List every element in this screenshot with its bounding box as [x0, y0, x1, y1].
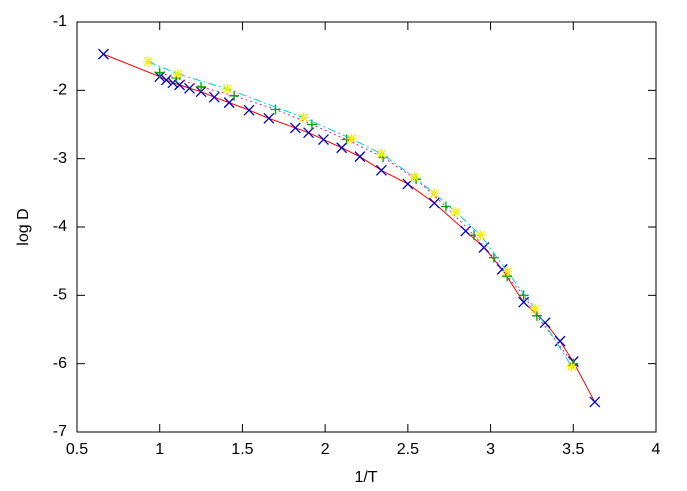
x-tick-label: 1.5	[231, 441, 253, 458]
data-point	[589, 396, 601, 408]
series-line	[159, 72, 574, 364]
data-point	[450, 206, 461, 217]
data-point	[143, 56, 154, 67]
y-tick-label: -1	[53, 13, 67, 30]
data-point	[223, 97, 235, 109]
y-tick-label: -5	[53, 287, 67, 304]
data-point	[346, 133, 357, 144]
data-point	[518, 290, 529, 301]
data-point	[429, 188, 440, 199]
data-point	[566, 361, 577, 372]
x-axis-label: 1/T	[354, 469, 377, 486]
data-point	[554, 335, 566, 347]
x-tick-label: 3	[486, 441, 495, 458]
data-point	[530, 304, 541, 314]
data-point	[154, 67, 165, 78]
x-tick-label: 4	[652, 441, 661, 458]
x-tick-label: 3.5	[562, 441, 584, 458]
y-axis-label: log D	[15, 208, 32, 245]
y-tick-label: -6	[53, 355, 67, 372]
data-point	[160, 74, 172, 86]
data-point	[229, 90, 240, 101]
data-point	[196, 81, 207, 92]
x-tick-label: 2	[321, 441, 330, 458]
data-point	[208, 91, 220, 103]
series-line	[147, 61, 573, 367]
data-point	[502, 266, 513, 277]
y-tick-label: -2	[53, 82, 67, 99]
data-point	[460, 225, 472, 237]
x-tick-label: 1	[155, 441, 164, 458]
y-tick-label: -4	[53, 218, 67, 235]
y-tick-label: -7	[53, 423, 67, 440]
data-point	[475, 230, 486, 241]
y-tick-label: -3	[53, 150, 67, 167]
data-point	[428, 197, 440, 209]
data-point	[289, 122, 301, 134]
data-point	[409, 172, 420, 183]
data-point	[172, 68, 183, 79]
data-point	[376, 148, 387, 159]
series-line	[103, 53, 596, 403]
data-point	[222, 83, 233, 94]
x-tick-label: 2.5	[397, 441, 419, 458]
data-point	[318, 134, 329, 145]
data-point	[298, 112, 309, 123]
plot-frame	[76, 21, 657, 433]
data-point	[518, 296, 530, 308]
data-point	[98, 48, 109, 60]
data-point	[270, 104, 281, 115]
x-tick-label: 0.5	[66, 441, 88, 458]
data-point	[336, 142, 348, 154]
data-point	[184, 82, 195, 94]
data-point	[354, 151, 366, 163]
data-point	[263, 112, 275, 124]
data-point	[375, 164, 387, 176]
data-point	[306, 119, 317, 130]
data-point	[243, 104, 255, 116]
